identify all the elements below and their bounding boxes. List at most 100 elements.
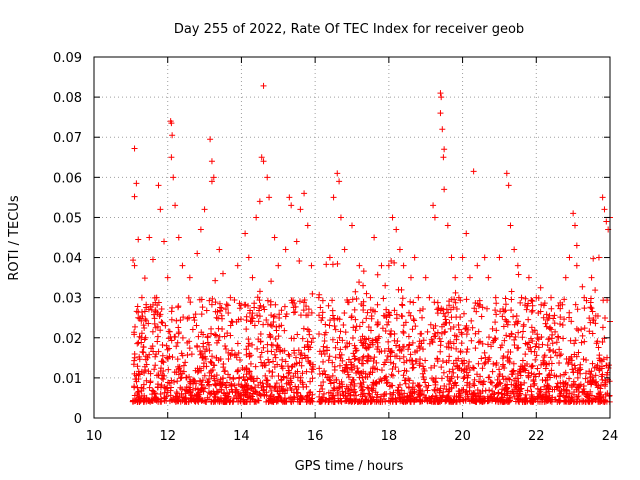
data-point: [515, 395, 522, 402]
data-point: [245, 343, 252, 350]
data-point: [339, 367, 346, 374]
data-point: [275, 344, 282, 351]
data-point: [520, 328, 527, 335]
data-point: [555, 302, 562, 309]
data-point: [267, 321, 274, 328]
data-point: [263, 389, 270, 396]
data-point: [256, 198, 263, 205]
data-point: [443, 343, 450, 350]
data-point: [265, 397, 272, 404]
data-point: [414, 347, 421, 354]
data-point: [547, 324, 554, 331]
data-point: [410, 299, 417, 306]
data-point: [316, 365, 323, 372]
data-point: [421, 392, 427, 399]
data-point: [562, 369, 569, 376]
data-point: [161, 238, 168, 245]
data-point: [377, 397, 384, 404]
data-point: [452, 299, 459, 306]
data-point: [541, 398, 548, 405]
data-point: [294, 389, 301, 396]
data-point: [324, 347, 331, 354]
data-point: [331, 385, 338, 392]
data-point: [260, 158, 267, 165]
data-point: [520, 321, 527, 328]
data-point: [166, 328, 173, 335]
data-point: [330, 384, 337, 391]
data-point: [293, 238, 300, 245]
data-point: [267, 332, 274, 339]
data-point: [548, 305, 555, 312]
data-point: [210, 174, 217, 181]
data-point: [356, 398, 363, 405]
data-point: [418, 340, 425, 347]
data-point: [256, 297, 263, 304]
data-point: [549, 340, 556, 347]
data-point: [370, 364, 377, 371]
data-point: [450, 360, 457, 367]
data-point: [157, 327, 164, 334]
data-point: [599, 194, 606, 201]
data-point: [365, 398, 372, 405]
data-point: [199, 304, 206, 311]
y-tick-label: 0.05: [53, 211, 82, 226]
data-point: [329, 392, 336, 399]
data-point: [140, 322, 147, 329]
data-point: [161, 389, 168, 396]
data-point: [500, 376, 507, 383]
data-point: [297, 206, 304, 213]
data-point: [521, 379, 528, 386]
data-point: [133, 397, 140, 404]
data-point: [432, 387, 439, 394]
data-point: [434, 355, 441, 362]
data-point: [208, 301, 215, 308]
data-point: [248, 384, 255, 391]
data-point: [286, 395, 293, 402]
data-point: [228, 318, 235, 325]
data-point: [499, 342, 505, 349]
data-point: [344, 385, 351, 392]
data-point: [160, 376, 167, 383]
data-points: [129, 82, 613, 405]
data-point: [394, 387, 401, 394]
data-point: [132, 323, 139, 330]
data-point: [257, 330, 264, 337]
data-point: [149, 387, 156, 394]
data-point: [150, 388, 157, 395]
data-point: [359, 333, 366, 340]
data-point: [387, 353, 394, 360]
data-point: [588, 274, 595, 281]
data-point: [130, 257, 137, 264]
data-point: [282, 313, 289, 320]
data-point: [463, 230, 470, 237]
data-point: [287, 377, 294, 384]
data-point: [234, 340, 241, 347]
data-point: [510, 360, 517, 367]
data-point: [288, 202, 295, 209]
data-point: [472, 345, 479, 352]
data-point: [400, 262, 407, 269]
data-point: [472, 330, 479, 337]
data-point: [156, 313, 163, 320]
data-point: [343, 361, 350, 368]
data-point: [194, 250, 201, 257]
data-point: [575, 327, 582, 334]
data-point: [226, 389, 233, 396]
data-point: [236, 357, 243, 364]
data-point: [382, 328, 389, 335]
data-point: [499, 363, 506, 370]
data-point: [570, 378, 577, 385]
data-point: [301, 352, 308, 359]
data-point: [352, 288, 359, 295]
data-point: [474, 371, 481, 378]
data-point: [371, 354, 378, 361]
data-point: [196, 365, 203, 372]
data-point: [392, 364, 399, 371]
data-point: [247, 374, 254, 381]
data-point: [400, 329, 407, 336]
data-point: [334, 339, 341, 346]
data-point: [304, 338, 311, 345]
data-point: [419, 314, 426, 321]
data-point: [168, 316, 175, 323]
data-point: [533, 340, 540, 347]
